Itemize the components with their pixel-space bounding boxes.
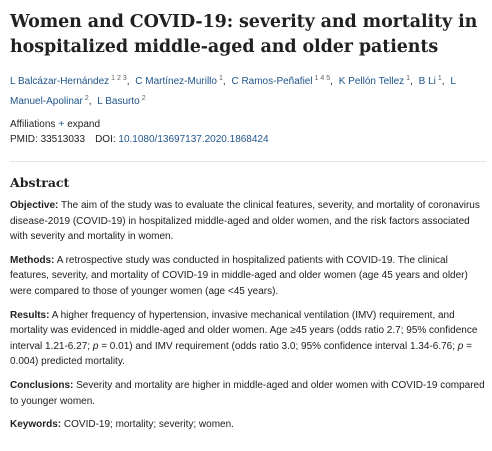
- keywords: Keywords: COVID-19; mortality; severity;…: [10, 417, 486, 433]
- author-affiliation-numbers[interactable]: 1: [218, 75, 223, 82]
- author-link[interactable]: B Li 1: [418, 75, 442, 87]
- p-value-symbol: p: [457, 340, 464, 352]
- abstract-conclusions: Conclusions: Severity and mortality are …: [10, 378, 486, 409]
- author-link[interactable]: K Pellón Tellez 1: [338, 75, 411, 87]
- abstract-objective: Objective: The aim of the study was to e…: [10, 198, 486, 245]
- pmid-value: 33513033: [40, 134, 86, 145]
- conclusions-label: Conclusions:: [10, 379, 74, 391]
- author-link[interactable]: L Basurto 2: [97, 95, 146, 107]
- plus-icon[interactable]: +: [58, 119, 65, 130]
- author-affiliation-numbers[interactable]: 1: [437, 75, 442, 82]
- author-link[interactable]: L Manuel-Apolinar 2: [10, 76, 456, 107]
- author-name: B Li: [418, 76, 436, 87]
- author-name: K Pellón Tellez: [338, 76, 405, 87]
- results-text: = 0.01) and IMV requirement (odds ratio …: [101, 340, 456, 352]
- results-label: Results:: [10, 309, 50, 321]
- author-separator: ,: [441, 76, 445, 87]
- author-separator: ,: [410, 76, 413, 87]
- affiliations-label: Affiliations: [10, 119, 56, 130]
- abstract-heading: Abstract: [10, 175, 70, 190]
- author-link[interactable]: C Martínez-Murillo 1: [135, 75, 223, 87]
- keywords-label: Keywords:: [10, 419, 62, 431]
- methods-text: A retrospective study was conducted in h…: [10, 254, 468, 297]
- article-title: Women and COVID-19: severity and mortali…: [10, 12, 478, 57]
- author-affiliation-numbers[interactable]: 2: [84, 95, 89, 102]
- author-separator: ,: [88, 96, 92, 107]
- methods-label: Methods:: [10, 254, 55, 266]
- author-affiliation-numbers[interactable]: 1: [406, 75, 411, 82]
- author-list: L Balcázar-Hernández 1 2 3, C Martínez-Mu…: [10, 70, 486, 110]
- article-identifiers: PMID: 33513033 DOI: 10.1080/13697137.2020…: [10, 132, 486, 147]
- objective-label: Objective:: [10, 200, 59, 211]
- author-name: L Balcázar-Hernández: [10, 76, 110, 87]
- author-name: L Manuel-Apolinar: [10, 76, 456, 107]
- doi-label: DOI:: [95, 134, 116, 145]
- abstract-methods: Methods: A retrospective study was condu…: [10, 253, 486, 300]
- author-separator: ,: [126, 76, 130, 87]
- conclusions-text: Severity and mortality are higher in mid…: [10, 379, 485, 407]
- author-affiliation-numbers[interactable]: 1 2 3: [111, 75, 127, 82]
- author-separator: ,: [330, 76, 333, 87]
- pmid-label: PMID:: [10, 134, 38, 145]
- author-name: L Basurto: [97, 96, 140, 107]
- author-affiliation-numbers[interactable]: 1 4 5: [314, 75, 331, 82]
- author-name: C Martínez-Murillo: [135, 76, 217, 87]
- section-divider: [10, 161, 486, 162]
- abstract-results: Results: A higher frequency of hypertens…: [10, 308, 486, 370]
- author-separator: ,: [222, 76, 226, 87]
- author-link[interactable]: L Balcázar-Hernández 1 2 3: [10, 75, 127, 87]
- article-page: Women and COVID-19: severity and mortali…: [10, 0, 486, 433]
- author-name: C Ramos-Peñafiel: [231, 76, 313, 87]
- results-text: = 0.004) predicted mortality.: [10, 340, 472, 368]
- author-link[interactable]: C Ramos-Peñafiel 1 4 5: [231, 75, 331, 87]
- affiliations-toggle[interactable]: Affiliations + expand: [10, 117, 486, 132]
- expand-label[interactable]: expand: [67, 119, 101, 130]
- results-text: A higher frequency of hypertension, inva…: [10, 309, 478, 352]
- author-affiliation-numbers[interactable]: 2: [141, 95, 146, 102]
- objective-text: The aim of the study was to evaluate the…: [10, 200, 480, 243]
- doi-link[interactable]: 10.1080/13697137.2020.1868424: [118, 134, 269, 145]
- keywords-text: COVID-19; mortality; severity; women.: [63, 419, 234, 431]
- p-value-symbol: p: [92, 340, 99, 352]
